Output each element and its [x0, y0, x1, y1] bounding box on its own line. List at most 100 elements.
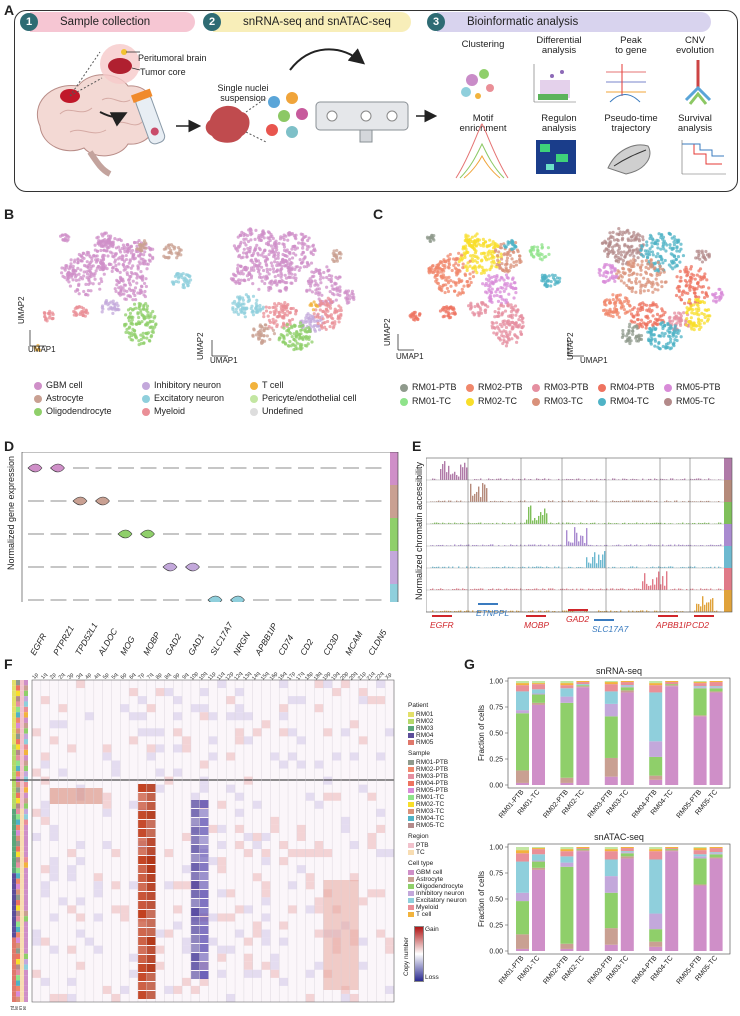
heatmap-cell: [84, 712, 94, 721]
gain-cell: [146, 865, 156, 873]
accessibility-bar: [574, 523, 576, 524]
heatmap-cell: [120, 704, 130, 713]
heatmap-cell: [243, 712, 253, 721]
accessibility-bar: [692, 501, 694, 502]
accessibility-bar: [588, 544, 590, 546]
legend-label: RM01-PTB: [412, 382, 457, 392]
accessibility-bar: [632, 589, 634, 590]
stack-segment: [665, 847, 679, 849]
heatmap-cell: [155, 768, 165, 777]
legend-item: Pericyte/endothelial cell: [250, 393, 357, 403]
gain-cell: [137, 973, 147, 981]
accessibility-bar: [496, 522, 498, 524]
accessibility-bar: [530, 505, 532, 524]
microfluidic-chip-icon: [315, 101, 409, 143]
heatmap-cell: [40, 808, 50, 817]
gain-cell: [137, 982, 147, 990]
accessibility-bar: [522, 501, 524, 502]
chromosome-label: 7p: [137, 672, 146, 681]
panel-label-d: D: [4, 438, 15, 454]
legend-label: RM05-TC: [676, 396, 716, 406]
heatmap-cell: [102, 841, 112, 850]
accessibility-bar: [522, 589, 524, 590]
gain-cell: [58, 788, 68, 804]
chromosome-label: 9p: [173, 672, 182, 681]
heatmap-cell: [49, 913, 59, 922]
brain-icon: [36, 74, 154, 177]
heatmap-cell: [226, 752, 236, 761]
accessibility-bar: [438, 589, 440, 590]
stack-segment: [665, 686, 679, 785]
accessibility-bar: [598, 523, 600, 524]
annot-patient: [12, 685, 16, 691]
heatmap-cell: [261, 720, 271, 729]
annot-celltype: [24, 685, 28, 691]
heatmap-cell: [279, 857, 289, 866]
stack-segment: [693, 850, 707, 855]
annot-region: [20, 819, 24, 825]
accessibility-bar: [702, 567, 704, 568]
accessibility-bar: [650, 585, 652, 590]
gain-cell: [137, 910, 147, 918]
accessibility-bar: [578, 523, 580, 524]
stack-segment: [620, 853, 634, 857]
accessibility-bar: [692, 479, 694, 480]
accessibility-bar: [628, 567, 630, 568]
accessibility-bar: [702, 501, 704, 502]
accessibility-bar: [706, 602, 708, 612]
y-tick-label: 0.50: [489, 897, 503, 904]
accessibility-bar: [606, 544, 608, 546]
accessibility-bar: [642, 545, 644, 546]
accessibility-bar: [652, 579, 654, 590]
stack-segment: [576, 684, 590, 686]
umap-c2-cluster: [601, 293, 632, 319]
heatmap-cell: [235, 824, 244, 833]
legend-label: Undefined: [262, 406, 304, 416]
accessibility-bar: [694, 522, 696, 524]
gain-cell: [137, 820, 147, 828]
accessibility-bar: [592, 500, 594, 502]
heatmap-cell: [111, 768, 121, 777]
heatmap-cell: [32, 929, 41, 938]
accessibility-bar: [474, 493, 476, 502]
loss-cell: [199, 917, 209, 925]
heatmap-cell: [252, 728, 262, 737]
chromosome-label: 8p: [155, 672, 164, 681]
accessibility-bar: [448, 610, 450, 612]
stack-segment: [665, 681, 679, 683]
chromosome-label: 4p: [84, 672, 93, 681]
accessibility-bar: [548, 588, 550, 590]
annot-sample: [16, 798, 20, 804]
heatmap-frame: [31, 679, 395, 1003]
gain-cell: [137, 829, 147, 837]
heatmap-cell: [235, 841, 244, 850]
chromosome-label: 14q: [251, 671, 262, 682]
accessibility-bar: [538, 478, 540, 480]
annot-sample: [16, 948, 20, 954]
accessibility-bar: [458, 523, 460, 524]
annot-patient: [12, 728, 16, 734]
stack-segment: [516, 948, 529, 951]
heatmap-cell: [217, 953, 227, 962]
accessibility-bar: [448, 566, 450, 568]
annot-patient: [12, 814, 16, 820]
accessibility-bar: [526, 519, 528, 524]
annot-celltype: [24, 755, 28, 761]
heatmap-cell: [288, 905, 297, 914]
accessibility-bar: [578, 478, 580, 480]
stack-segment: [693, 683, 707, 687]
annot-sample: [16, 824, 20, 831]
accessibility-bar: [642, 500, 644, 502]
accessibility-bar: [456, 611, 458, 612]
accessibility-bar: [640, 588, 642, 590]
accessibility-bar: [636, 610, 638, 612]
heatmap-cell: [235, 728, 244, 737]
heatmap-cell: [385, 728, 394, 737]
chromosome-label: 18q: [313, 671, 324, 682]
stack-segment: [620, 685, 634, 687]
accessibility-bar: [444, 461, 446, 480]
panel-d-ylabel: Normalized gene expression: [6, 455, 16, 570]
stack-segment: [665, 682, 679, 685]
accessibility-bar: [554, 611, 556, 612]
gene-annotation: ETNPPL: [476, 608, 510, 618]
